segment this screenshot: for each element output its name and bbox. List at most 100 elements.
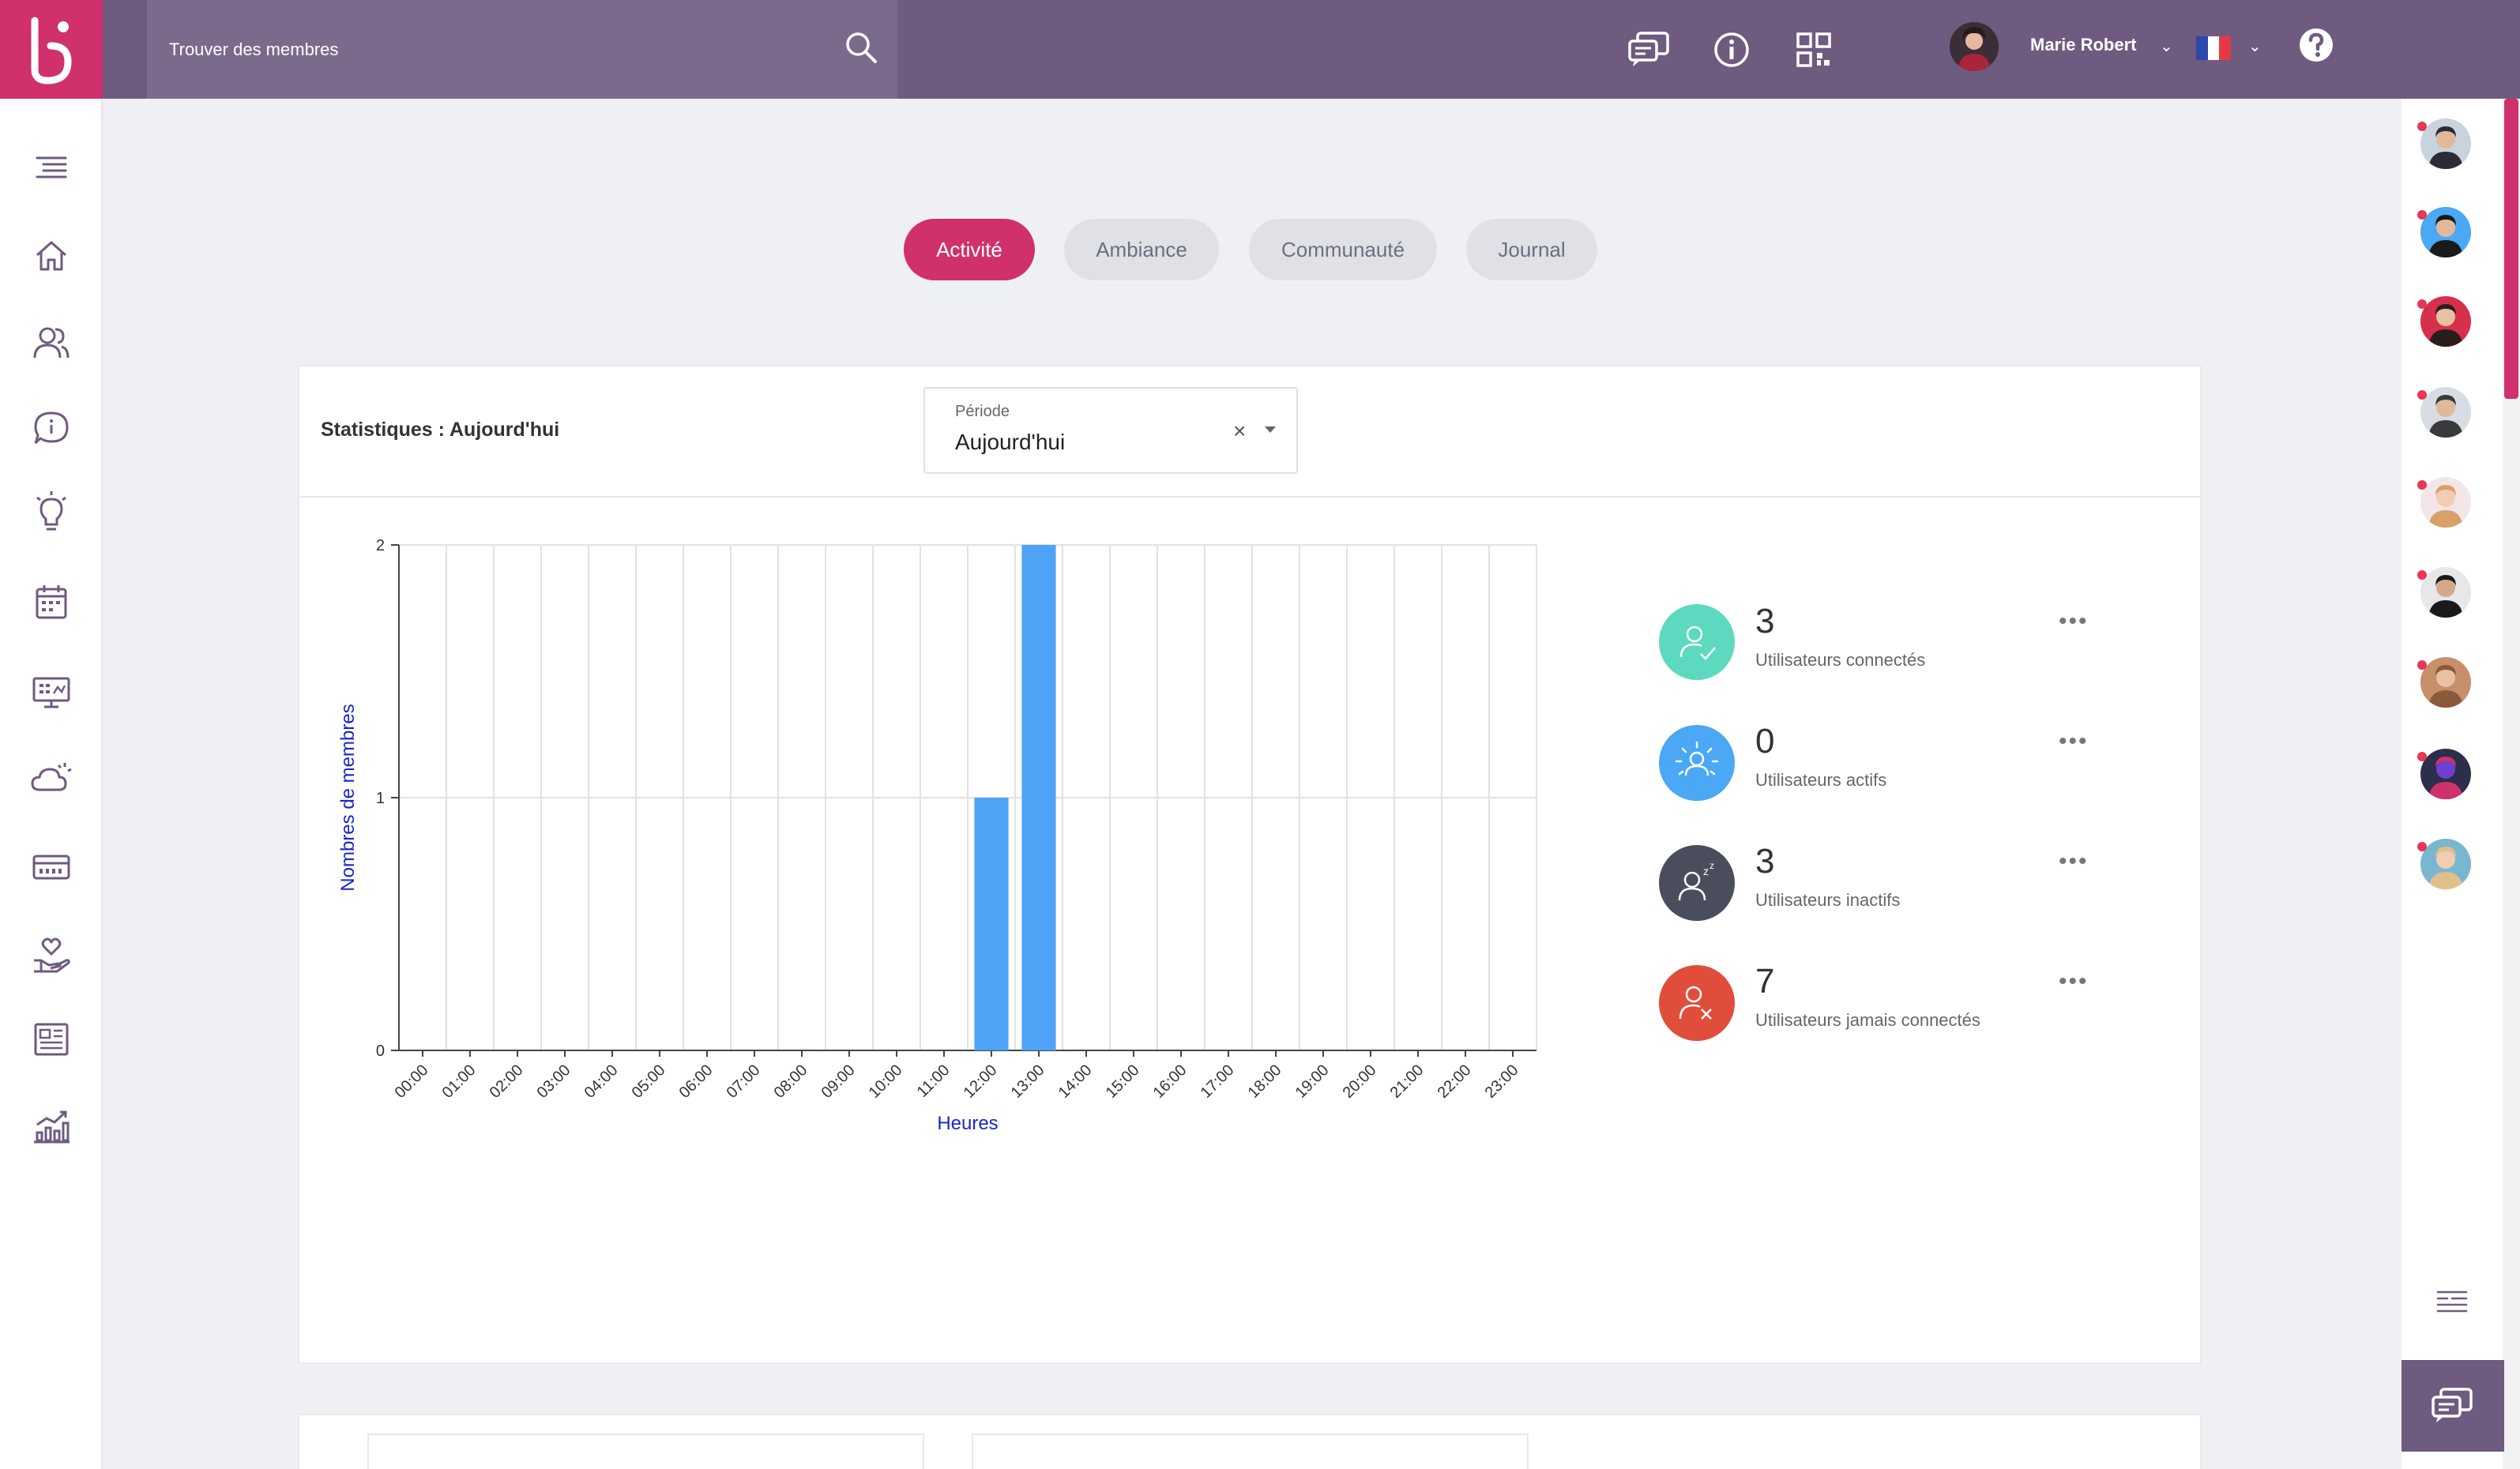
y-tick-label: 0 (376, 1043, 385, 1060)
messages-icon[interactable] (1626, 26, 1673, 73)
member-avatar[interactable] (2420, 657, 2471, 708)
secondary-card (298, 1414, 2202, 1469)
member-avatar[interactable] (2420, 749, 2471, 799)
tab-communaute[interactable]: Communauté (1249, 219, 1437, 280)
left-sidebar (0, 99, 103, 1469)
newspaper-icon[interactable] (28, 1016, 75, 1063)
scrollbar[interactable] (2503, 99, 2520, 1469)
status-dot (2417, 122, 2427, 131)
stat-value-never-connected: 7 (1755, 962, 1775, 1001)
x-tick-label: 03:00 (534, 1061, 574, 1102)
x-tick-label: 22:00 (1435, 1061, 1475, 1102)
status-dot (2417, 390, 2427, 400)
statistics-chart-icon[interactable] (28, 1103, 75, 1150)
y-tick-label: 1 (376, 790, 385, 807)
x-tick-label: 04:00 (581, 1061, 622, 1102)
status-dot (2417, 480, 2427, 490)
more-options-icon[interactable]: ••• (2059, 608, 2089, 634)
stat-label-connected: Utilisateurs connectés (1755, 650, 1926, 670)
member-avatar[interactable] (2420, 477, 2471, 528)
tab-ambiance[interactable]: Ambiance (1064, 219, 1219, 280)
info-icon[interactable] (1708, 26, 1755, 73)
search-input[interactable]: Trouver des membres (169, 39, 339, 59)
member-search[interactable]: Trouver des membres (147, 0, 897, 99)
stat-label-never-connected: Utilisateurs jamais connectés (1755, 1010, 1980, 1030)
activity-bar-chart: 0 1 2 00:00 01:00 02:00 03:00 04:00 05:00 06:00 07… (337, 537, 1537, 1134)
x-tick-label: 10:00 (866, 1061, 906, 1102)
user-x-icon (1659, 965, 1735, 1041)
member-avatar[interactable] (2420, 567, 2471, 618)
x-tick-label: 12:00 (961, 1061, 1001, 1102)
clear-icon[interactable]: × (1233, 419, 1247, 443)
user-active-icon (1659, 725, 1735, 801)
language-chevron-down-icon[interactable]: ⌄ (2248, 38, 2262, 55)
x-tick-label: 00:00 (392, 1061, 432, 1102)
x-tick-label: 16:00 (1150, 1061, 1190, 1102)
member-avatar[interactable] (2420, 296, 2471, 347)
status-dot (2417, 210, 2427, 220)
y-axis-label: Nombres de membres (337, 704, 359, 891)
presentation-board-icon[interactable] (28, 668, 75, 716)
period-select[interactable]: Période Aujourd'hui × (923, 387, 1298, 474)
stat-value-active: 0 (1755, 722, 1775, 761)
x-tick-label: 23:00 (1482, 1061, 1522, 1102)
language-flag-icon[interactable] (2196, 36, 2232, 60)
user-menu-chevron-down-icon[interactable]: ⌄ (2160, 38, 2173, 55)
user-avatar[interactable] (1950, 22, 1999, 71)
stat-value-connected: 3 (1755, 602, 1775, 641)
user-name[interactable]: Marie Robert (2030, 35, 2137, 54)
more-options-icon[interactable]: ••• (2059, 848, 2089, 874)
card-title: Statistiques : Aujourd'hui (321, 419, 560, 441)
more-options-icon[interactable]: ••• (2059, 968, 2089, 994)
stat-label-active: Utilisateurs actifs (1755, 770, 1887, 790)
member-avatar[interactable] (2420, 387, 2471, 438)
status-dot (2417, 660, 2427, 670)
statistics-card (298, 365, 2202, 1364)
home-icon[interactable] (28, 232, 75, 280)
member-avatar[interactable] (2420, 839, 2471, 889)
stat-label-inactive: Utilisateurs inactifs (1755, 890, 1901, 910)
discussion-icon[interactable] (28, 404, 75, 452)
chat-button[interactable] (2402, 1360, 2504, 1452)
x-tick-label: 02:00 (487, 1061, 527, 1102)
x-tick-label: 08:00 (771, 1061, 811, 1102)
more-options-icon[interactable]: ••• (2059, 728, 2089, 754)
svg-text:z: z (1709, 860, 1714, 871)
rail-menu-icon[interactable] (2436, 1289, 2468, 1318)
tab-activite[interactable]: Activité (904, 219, 1035, 280)
x-axis-label: Heures (937, 1113, 998, 1134)
help-icon[interactable] (2292, 21, 2340, 69)
x-tick-label: 14:00 (1055, 1061, 1096, 1102)
card-reader-icon[interactable] (28, 843, 75, 891)
ideas-lightbulb-icon[interactable] (28, 488, 75, 535)
apps-grid-icon[interactable] (1790, 26, 1837, 73)
x-tick-label: 11:00 (914, 1061, 953, 1101)
menu-list-icon[interactable] (28, 144, 75, 191)
bar-13:00 (1021, 545, 1056, 1050)
period-value: Aujourd'hui (955, 430, 1066, 454)
dropdown-caret-icon[interactable] (1265, 426, 1276, 433)
x-tick-label: 01:00 (439, 1061, 480, 1102)
stat-value-inactive: 3 (1755, 842, 1775, 881)
calendar-icon[interactable] (28, 578, 75, 626)
scrollbar-thumb[interactable] (2504, 99, 2518, 399)
user-check-icon (1659, 604, 1735, 680)
period-label: Période (955, 403, 1010, 420)
x-tick-label: 20:00 (1340, 1061, 1380, 1102)
x-tick-label: 09:00 (818, 1061, 859, 1102)
member-avatar[interactable] (2420, 207, 2471, 257)
chat-icon (2432, 1388, 2473, 1422)
hand-heart-icon[interactable] (28, 932, 75, 979)
x-tick-label: 15:00 (1103, 1061, 1143, 1102)
search-icon[interactable] (844, 30, 878, 69)
bar-12:00 (974, 798, 1009, 1050)
x-tick-label: 18:00 (1245, 1061, 1285, 1102)
app-logo[interactable] (0, 0, 103, 99)
tab-journal[interactable]: Journal (1466, 219, 1597, 280)
weather-mood-icon[interactable] (28, 753, 75, 801)
secondary-panel (367, 1433, 924, 1469)
members-icon[interactable] (28, 319, 75, 366)
x-tick-label: 19:00 (1292, 1061, 1333, 1102)
member-avatar[interactable] (2420, 118, 2471, 169)
